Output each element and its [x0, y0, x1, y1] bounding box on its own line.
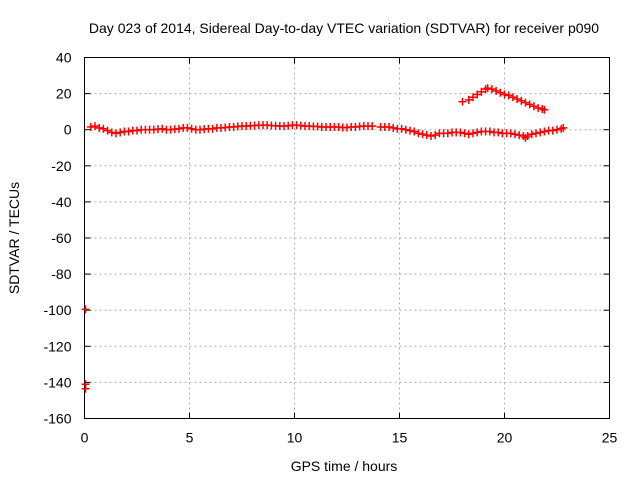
data-point	[506, 129, 515, 138]
data-point	[443, 129, 452, 138]
data-point	[496, 88, 505, 97]
y-tick-label: -100	[43, 302, 71, 318]
data-point	[464, 130, 473, 139]
series-main-track	[86, 121, 568, 142]
data-point	[515, 131, 524, 140]
y-tick-label: -140	[43, 374, 71, 390]
data-point	[517, 96, 526, 105]
series-low-outliers	[81, 305, 90, 393]
y-tick-labels: 40 20 0 -20 -40 -60 -80 -100 -120 -140 -160	[43, 50, 71, 427]
data-point	[553, 125, 561, 134]
data-point	[504, 91, 513, 100]
data-point	[389, 123, 398, 132]
y-tick-label: -60	[51, 230, 71, 246]
data-point	[158, 124, 167, 133]
data-point	[124, 127, 133, 136]
data-point	[548, 126, 557, 135]
x-tick-label: 25	[602, 430, 618, 446]
data-point	[458, 97, 467, 106]
x-tick-labels: 0 5 10 15 20 25	[81, 430, 618, 446]
x-tick-label: 10	[287, 430, 303, 446]
data-point	[175, 124, 183, 133]
data-point	[473, 90, 482, 99]
y-tick-label: -40	[51, 194, 71, 210]
x-tick-label: 20	[497, 430, 513, 446]
data-point	[99, 124, 108, 133]
data-point	[133, 126, 141, 135]
y-tick-label: 40	[56, 50, 72, 66]
data-point	[406, 126, 414, 135]
data-point	[208, 124, 217, 133]
data-point	[103, 126, 112, 135]
data-point	[540, 105, 549, 114]
data-point	[521, 98, 530, 107]
data-point	[500, 90, 509, 99]
data-point	[513, 95, 522, 104]
data-point	[477, 87, 486, 96]
data-point	[112, 129, 120, 138]
data-point	[183, 123, 192, 132]
data-point	[473, 128, 482, 137]
data-point	[525, 100, 534, 109]
data-point	[427, 132, 435, 141]
data-point	[469, 129, 477, 138]
y-tick-label: -80	[51, 266, 71, 282]
data-point	[107, 128, 116, 137]
data-point	[527, 130, 536, 139]
data-point	[469, 93, 477, 102]
data-point	[95, 123, 104, 132]
data-point	[534, 104, 543, 113]
data-point	[508, 93, 517, 102]
data-point	[529, 102, 538, 111]
data-point	[187, 124, 196, 133]
y-tick-label: -160	[43, 411, 71, 427]
data-point	[464, 95, 473, 104]
data-point	[401, 125, 410, 134]
data-point	[91, 122, 99, 131]
x-tick-label: 5	[186, 430, 194, 446]
data-point	[523, 132, 532, 141]
y-tick-label: 0	[64, 122, 72, 138]
data-point	[511, 130, 519, 139]
data-point	[485, 127, 494, 136]
data-point	[414, 129, 423, 138]
x-axis-title: GPS time / hours	[291, 458, 398, 474]
data-point	[483, 84, 492, 93]
plot-grid	[84, 57, 610, 419]
data-point	[418, 130, 427, 139]
y-tick-label: 20	[56, 86, 72, 102]
data-point	[559, 123, 568, 132]
y-tick-label: -120	[43, 338, 71, 354]
data-point	[532, 129, 540, 138]
data-point	[368, 122, 377, 131]
data-points	[81, 84, 568, 393]
data-point	[487, 85, 496, 94]
data-point	[492, 86, 501, 95]
y-axis-title: SDTVAR / TECUs	[6, 182, 22, 294]
axis-ticks	[84, 57, 610, 419]
data-point	[81, 305, 90, 314]
data-point	[116, 128, 125, 137]
data-point	[422, 131, 431, 140]
series-upper-arc	[458, 84, 549, 114]
data-point	[456, 128, 465, 137]
data-point	[431, 131, 440, 140]
data-point	[536, 128, 545, 137]
x-tick-label: 15	[392, 430, 408, 446]
data-point	[494, 128, 503, 137]
data-point	[86, 122, 95, 131]
data-point	[410, 127, 419, 136]
x-tick-label: 0	[81, 430, 89, 446]
data-point	[540, 127, 549, 136]
data-point	[81, 384, 90, 393]
data-point	[397, 124, 406, 133]
data-point	[385, 122, 393, 131]
y-tick-label: -20	[51, 158, 71, 174]
data-point	[460, 129, 469, 138]
chart-title: Day 023 of 2014, Sidereal Day-to-day VTE…	[89, 20, 599, 36]
